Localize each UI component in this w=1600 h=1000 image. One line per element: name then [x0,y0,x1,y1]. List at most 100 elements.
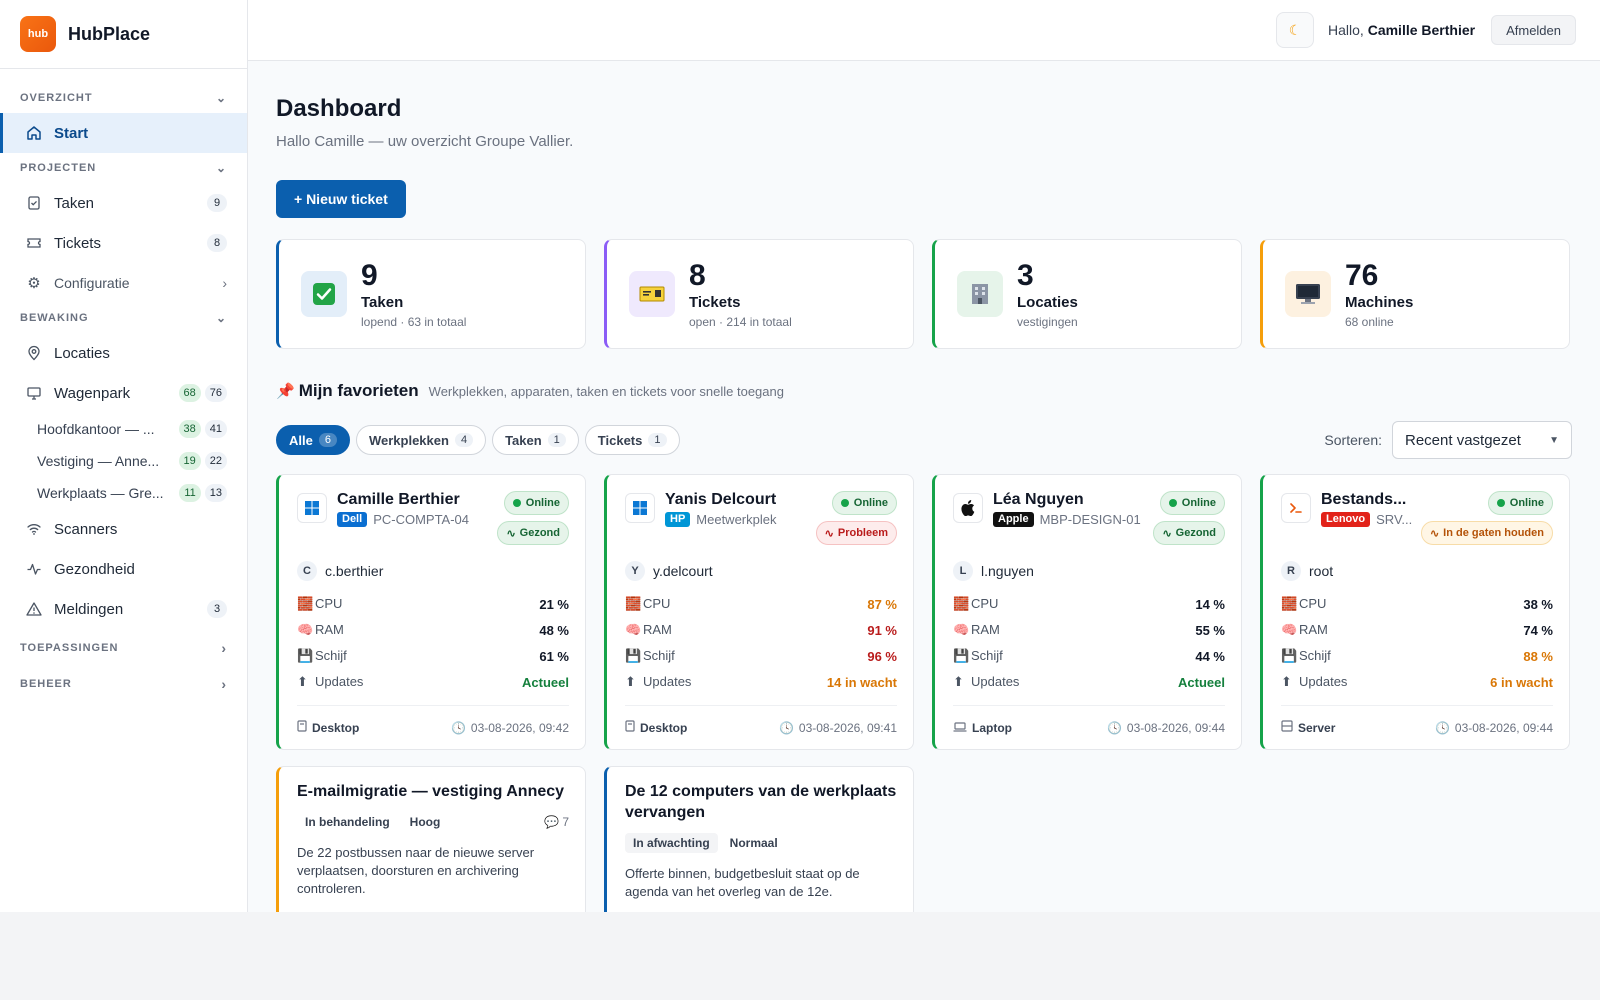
brand-tag: HP [665,512,691,527]
desktop-icon [625,720,635,735]
filter-chip-tickets[interactable]: Tickets 1 [584,425,680,455]
theme-toggle-button[interactable]: ☾ [1276,12,1315,48]
last-seen: 03-08-2026, 09:44 [1454,720,1553,735]
sidebar-item-label: Meldingen [54,600,124,618]
task-status: In afwachting [625,833,718,853]
stat-card-tickets[interactable]: 8 Tickets open · 214 in totaal [604,239,914,349]
arrow-up-icon: ⬆ [297,674,308,689]
sidebar-item-configuratie[interactable]: ⚙ Configuratie › [0,263,247,303]
device-user: R root [1281,561,1553,581]
sidebar-item-wagenpark[interactable]: Wagenpark 68 76 [0,373,247,413]
metric-value: 14 % [1195,596,1225,612]
metric-label: RAM [315,622,344,637]
device-host: PC-COMPTA-04 [373,512,470,527]
warning-icon [24,601,44,617]
metric-value: 21 % [539,596,569,612]
sidebar-item-locaties[interactable]: Locaties [0,333,247,373]
metric-label: RAM [1299,622,1328,637]
stat-card-machines[interactable]: 76 Machines 68 online [1260,239,1570,349]
ticket-icon [629,271,675,317]
sidebar-item-start[interactable]: Start [0,113,247,153]
user-login: y.delcourt [653,563,713,579]
device-card[interactable]: Camille Berthier Dell PC-COMPTA-04 Onlin… [276,474,586,750]
online-count-badge: 19 [178,452,201,470]
device-user: L l.nguyen [953,561,1225,581]
device-card[interactable]: Yanis Delcourt HP Meetwerkplek Online ∿ P… [604,474,914,750]
stat-value: 3 [1017,258,1034,292]
device-name: Léa Nguyen [993,491,1084,508]
metric-value: 96 % [867,648,897,664]
status-badge: Online [1487,491,1553,515]
last-seen: 03-08-2026, 09:44 [1126,720,1225,735]
sidebar-subitem-werkplaats[interactable]: Werkplaats — Gre... 11 13 [0,477,247,509]
task-card[interactable]: De 12 computers van de werkplaats vervan… [604,766,914,912]
section-beheer[interactable]: BEHEER › [0,669,247,699]
section-toepassingen[interactable]: TOEPASSINGEN › [0,633,247,663]
logout-button[interactable]: Afmelden [1491,15,1576,45]
sidebar-subitem-label: Vestiging — Anne... [37,453,160,469]
brand[interactable]: hub HubPlace [0,0,247,69]
chevron-down-icon: ⌄ [215,91,227,105]
section-label: BEHEER [20,678,72,690]
status-badge: Online [831,491,897,515]
filter-chip-alle[interactable]: Alle 6 [276,425,350,455]
section-projecten[interactable]: PROJECTEN ⌄ [0,153,247,183]
chip-count: 6 [318,433,337,447]
task-card[interactable]: E-mailmigratie — vestiging Annecy In beh… [276,766,586,912]
status-label: Online [1509,497,1544,509]
filter-chip-werkplekken[interactable]: Werkplekken 4 [355,425,487,455]
filter-chip-taken[interactable]: Taken 1 [492,425,579,455]
last-seen: 03-08-2026, 09:41 [798,720,897,735]
metric-updates: ⬆ Updates Actueel [297,669,569,695]
stat-label: Tickets [689,293,741,311]
stat-sub: lopend · 63 in totaal [361,314,467,329]
health-label: Gezond [519,527,560,539]
device-card[interactable]: Bestands... Lenovo SRV... Online ∿ In de … [1260,474,1570,750]
sidebar-item-gezondheid[interactable]: Gezondheid [0,549,247,589]
sidebar-item-tickets[interactable]: Tickets 8 [0,223,247,263]
metric-label: Schijf [315,648,347,663]
sidebar: hub HubPlace OVERZICHT ⌄ Start PROJECTEN… [0,0,248,912]
arrow-up-icon: ⬆ [625,674,636,689]
new-ticket-button[interactable]: + Nieuw ticket [276,180,406,218]
sidebar-item-meldingen[interactable]: Meldingen 3 [0,589,247,629]
brain-icon: 🧠 [297,622,314,637]
sidebar-item-scanners[interactable]: Scanners [0,509,247,549]
monitor-icon [24,385,44,401]
card-footer: Desktop 🕓 03-08-2026, 09:42 [297,705,569,749]
stat-card-locaties[interactable]: 3 Locaties vestigingen [932,239,1242,349]
metric-updates: ⬆ Updates 6 in wacht [1281,669,1553,695]
section-bewaking[interactable]: BEWAKING ⌄ [0,303,247,333]
device-name: Yanis Delcourt [665,491,777,508]
device-card[interactable]: Léa Nguyen Apple MBP-DESIGN-01 Online ∿ G… [932,474,1242,750]
stat-card-taken[interactable]: 9 Taken lopend · 63 in totaal [276,239,586,349]
device-cards: Camille Berthier Dell PC-COMPTA-04 Onlin… [276,474,1572,750]
chip-count: 4 [454,433,474,447]
disk-icon: 💾 [1281,648,1298,663]
activity-icon: ∿ [1162,527,1172,540]
section-label: TOEPASSINGEN [20,642,119,654]
chevron-down-icon: ⌄ [215,311,227,325]
metric-label: CPU [643,596,671,611]
sidebar-item-taken[interactable]: Taken 9 [0,183,247,223]
avatar: R [1281,561,1301,581]
brand-tag: Apple [993,512,1034,527]
device-name: Bestands... [1321,491,1407,508]
favorites-header: 📌 Mijn favorieten Werkplekken, apparaten… [276,381,1572,401]
sidebar-subitem-vestiging[interactable]: Vestiging — Anne... 19 22 [0,445,247,477]
health-badge: ∿ Gezond [497,521,569,545]
device-host: Meetwerkplek [696,512,777,527]
sidebar-subitem-hoofdkantoor[interactable]: Hoofdkantoor — ... 38 41 [0,413,247,445]
brand-tag: Lenovo [1321,512,1371,527]
metric-disk: 💾 Schijf 88 % [1281,643,1553,669]
metric-value: 74 % [1523,622,1553,638]
sidebar-subitem-label: Hoofdkantoor — ... [37,421,155,437]
device-name: Camille Berthier [337,491,460,508]
task-title: De 12 computers van de werkplaats vervan… [625,783,897,821]
metric-ram: 🧠 RAM 55 % [953,617,1225,643]
page-title: Dashboard [276,95,402,122]
sort-select[interactable]: Recent vastgezet ▼ [1392,421,1572,459]
metric-updates: ⬆ Updates 14 in wacht [625,669,897,695]
section-overzicht[interactable]: OVERZICHT ⌄ [0,83,247,113]
sort-value: Recent vastgezet [1405,431,1521,449]
